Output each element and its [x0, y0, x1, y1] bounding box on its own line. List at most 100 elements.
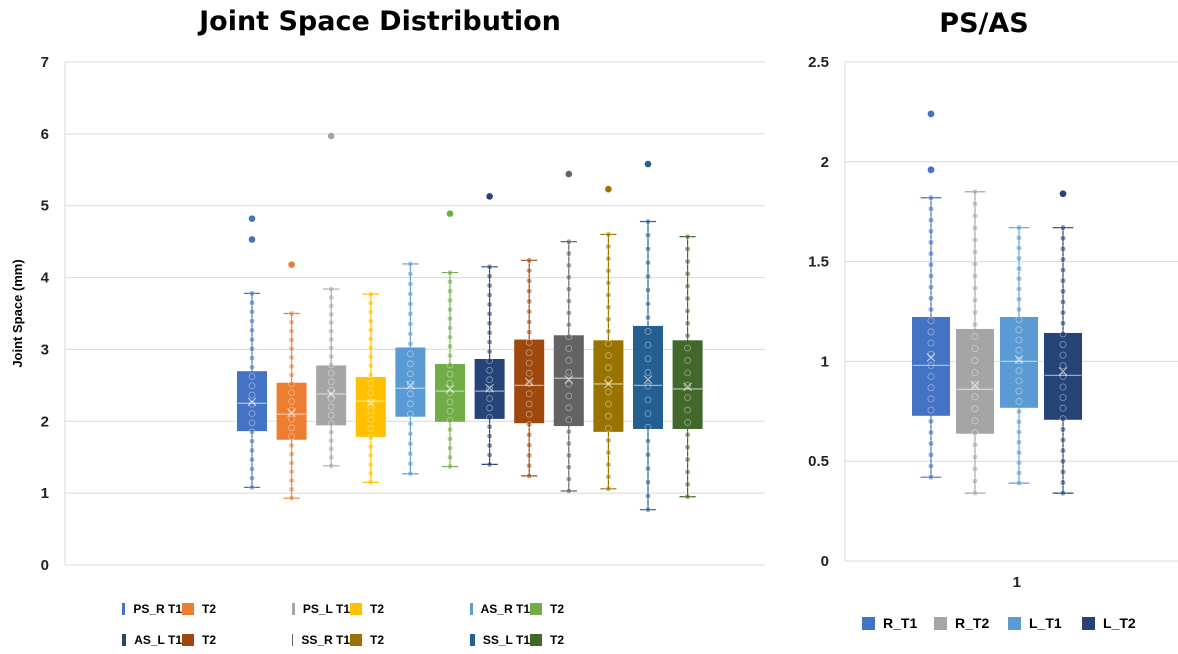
- data-point: [327, 344, 335, 352]
- box-series: [355, 290, 386, 486]
- data-point: [288, 494, 296, 502]
- data-point: [447, 427, 453, 433]
- data-point: [684, 319, 692, 327]
- data-point: [971, 477, 979, 485]
- data-point: [327, 336, 335, 343]
- data-point: [525, 349, 533, 357]
- data-point: [972, 466, 978, 472]
- data-point: [928, 418, 934, 424]
- data-point: [971, 296, 979, 304]
- data-point: [971, 200, 979, 208]
- data-point: [487, 273, 492, 279]
- data-point: [1060, 331, 1066, 337]
- data-point: [928, 228, 934, 234]
- data-point: [249, 466, 255, 472]
- data-point: [446, 361, 454, 369]
- legend-label: PS_R T1: [133, 602, 182, 616]
- data-point: [248, 483, 256, 491]
- data-point: [368, 426, 374, 431]
- data-point: [604, 388, 612, 396]
- data-point: [327, 319, 335, 327]
- mean-marker: [485, 383, 495, 393]
- legend-swatch: [182, 603, 194, 615]
- data-point: [525, 277, 533, 285]
- data-point: [526, 473, 532, 479]
- data-point: [645, 246, 651, 252]
- data-point: [644, 465, 652, 472]
- data-point: [289, 425, 294, 431]
- data-point: [684, 307, 691, 315]
- mean-marker: [524, 377, 534, 387]
- data-point: [486, 329, 493, 337]
- data-point: [684, 406, 691, 414]
- data-point: [327, 420, 335, 428]
- data-point: [446, 398, 454, 406]
- data-point: [1059, 372, 1067, 380]
- data-point: [368, 417, 374, 423]
- data-point: [486, 301, 494, 308]
- y-tick-label: 1: [41, 485, 49, 502]
- legend-swatch: [530, 634, 542, 646]
- data-point: [1015, 295, 1023, 303]
- legend-item: T2: [530, 600, 590, 618]
- data-point: [928, 474, 934, 480]
- data-point: [525, 462, 533, 470]
- data-point: [566, 441, 572, 446]
- data-point: [604, 340, 612, 347]
- data-point: [368, 354, 374, 360]
- data-point: [248, 354, 256, 362]
- data-point: [606, 268, 611, 274]
- data-point: [526, 442, 532, 448]
- legend-item: T2: [530, 631, 590, 649]
- data-point: [1015, 265, 1023, 273]
- data-point: [1059, 298, 1067, 306]
- data-point: [368, 479, 374, 485]
- y-tick-label: 5: [41, 198, 49, 215]
- data-point: [327, 403, 335, 411]
- legend-swatch: [122, 634, 127, 646]
- data-point: [327, 302, 335, 310]
- data-point: [289, 443, 294, 448]
- data-point: [367, 290, 375, 298]
- data-point: [927, 261, 935, 269]
- data-point: [248, 363, 256, 371]
- data-point: [1016, 286, 1022, 292]
- data-point: [565, 333, 573, 341]
- data-point: [972, 189, 978, 195]
- y-tick-label: 4: [41, 270, 50, 287]
- data-point: [446, 444, 454, 452]
- data-point: [566, 476, 572, 482]
- data-point: [289, 381, 294, 387]
- data-point: [971, 248, 979, 256]
- legend-label: T2: [550, 633, 565, 647]
- box-series: [1044, 190, 1082, 497]
- outlier-point: [605, 185, 612, 193]
- data-point: [249, 420, 255, 426]
- data-point: [565, 451, 573, 459]
- data-point: [446, 287, 454, 295]
- box-series: [395, 260, 426, 478]
- data-point: [289, 469, 294, 475]
- data-point: [289, 311, 294, 316]
- data-point: [1015, 275, 1023, 283]
- legend-swatch: [350, 603, 362, 615]
- data-point: [446, 453, 454, 461]
- data-point: [408, 351, 413, 357]
- data-point: [487, 302, 492, 307]
- data-point: [248, 474, 256, 482]
- data-point: [289, 434, 294, 440]
- data-point: [289, 495, 294, 501]
- data-point: [368, 453, 374, 458]
- legend-item: PS_R T1: [122, 600, 182, 618]
- data-point: [525, 339, 533, 346]
- legend-swatch: [350, 634, 362, 646]
- data-point: [407, 370, 414, 378]
- data-point: [408, 471, 413, 477]
- data-point: [566, 369, 572, 375]
- data-point: [1015, 326, 1023, 334]
- data-point: [928, 195, 934, 201]
- data-point: [928, 329, 934, 335]
- data-point: [1059, 383, 1067, 391]
- data-point: [327, 454, 335, 461]
- data-point: [328, 463, 334, 469]
